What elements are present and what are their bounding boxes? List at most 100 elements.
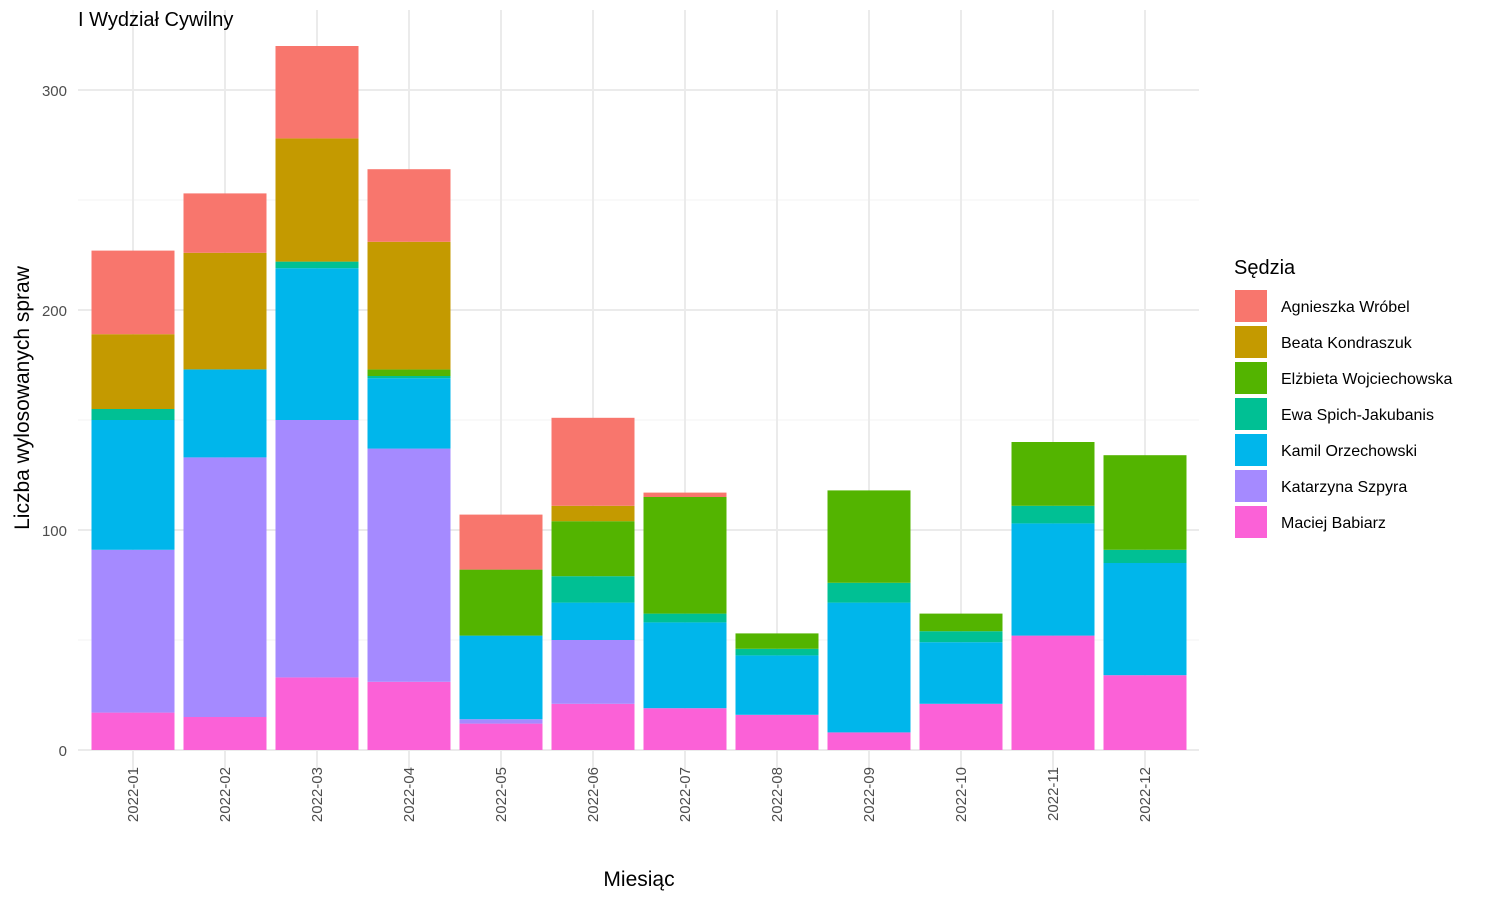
bar-segment <box>183 369 267 458</box>
legend-label: Ewa Spich-Jakubanis <box>1281 407 1434 424</box>
bar-segment <box>919 613 1003 632</box>
x-tick-label: 2022-02 <box>217 767 234 822</box>
bar-segment <box>183 457 267 717</box>
bar-segment <box>643 492 727 497</box>
bar-segment <box>919 642 1003 704</box>
bar-segment <box>827 490 911 583</box>
bar-segment <box>551 576 635 603</box>
legend-label: Agnieszka Wróbel <box>1281 299 1410 316</box>
bar-segment <box>827 602 911 733</box>
bar-segment <box>1011 523 1095 636</box>
legend-swatch <box>1235 326 1267 358</box>
bar-segment <box>367 369 451 376</box>
legend-label: Maciej Babiarz <box>1281 515 1386 532</box>
bar-segment <box>183 717 267 750</box>
bar-segment <box>643 613 727 623</box>
bar-segment <box>827 732 911 750</box>
bar-segment <box>551 602 635 640</box>
legend-items: Agnieszka Wróbel Beata Kondraszuk Elżbieta… <box>1235 290 1452 538</box>
legend-label: Elżbieta Wojciechowska <box>1281 371 1452 388</box>
bar-segment <box>459 635 543 720</box>
bar-segment <box>183 193 267 253</box>
y-axis-title: Liczba wylosowanych spraw <box>11 265 34 530</box>
bar-segment <box>551 417 635 506</box>
legend-swatch <box>1235 470 1267 502</box>
bar-segment <box>91 409 175 420</box>
y-tick-label: 100 <box>42 523 67 540</box>
x-tick-label: 2022-12 <box>1137 767 1154 822</box>
bars <box>91 46 1187 750</box>
bar-segment <box>275 261 359 269</box>
y-axis-ticks: 0 100 200 300 <box>42 83 67 760</box>
bar-segment <box>91 420 175 550</box>
bar-segment <box>1011 635 1095 750</box>
bar-segment <box>459 569 543 636</box>
bar-segment <box>367 241 451 370</box>
bar-segment <box>1011 505 1095 524</box>
y-tick-label: 200 <box>42 303 67 320</box>
y-tick-label: 300 <box>42 83 67 100</box>
bar-segment <box>91 549 175 713</box>
bar-segment <box>735 655 819 715</box>
legend-label: Beata Kondraszuk <box>1281 335 1413 352</box>
x-axis-ticks: 2022-01 2022-02 2022-03 2022-04 2022-05 2022-… <box>125 767 1154 822</box>
x-tick-label: 2022-10 <box>953 767 970 822</box>
bar-segment <box>919 631 1003 643</box>
bar-segment <box>1103 563 1187 676</box>
bar-segment <box>919 703 1003 750</box>
bar-segment <box>1103 455 1187 550</box>
bar-segment <box>1011 442 1095 506</box>
x-tick-label: 2022-09 <box>861 767 878 822</box>
legend-swatch <box>1235 362 1267 394</box>
legend: Sędzia Agnieszka Wróbel Beata Kondraszuk E… <box>1234 257 1452 538</box>
bar-segment <box>643 708 727 750</box>
bar-segment <box>735 714 819 750</box>
bar-segment <box>459 723 543 750</box>
x-tick-label: 2022-03 <box>309 767 326 822</box>
legend-title: Sędzia <box>1234 257 1296 279</box>
bar-segment <box>459 514 543 570</box>
bar-segment <box>551 521 635 577</box>
x-tick-label: 2022-04 <box>401 767 418 822</box>
bar-segment <box>275 677 359 750</box>
bar-segment <box>91 250 175 335</box>
x-axis-title: Miesiąc <box>603 868 674 891</box>
bar-segment <box>735 648 819 656</box>
legend-label: Kamil Orzechowski <box>1281 443 1417 460</box>
x-tick-label: 2022-08 <box>769 767 786 822</box>
bar-segment <box>275 46 359 139</box>
bar-segment <box>367 378 451 449</box>
legend-swatch <box>1235 506 1267 538</box>
x-tick-label: 2022-11 <box>1045 767 1062 821</box>
bar-segment <box>1103 675 1187 750</box>
bar-segment <box>367 448 451 682</box>
legend-label: Katarzyna Szpyra <box>1281 479 1407 496</box>
x-tick-label: 2022-07 <box>677 767 694 822</box>
bar-segment <box>1103 549 1187 563</box>
legend-swatch <box>1235 398 1267 430</box>
bar-segment <box>643 622 727 709</box>
bar-segment <box>551 640 635 704</box>
y-tick-label: 0 <box>59 743 67 760</box>
bar-segment <box>367 169 451 242</box>
bar-segment <box>91 712 175 750</box>
bar-segment <box>459 719 543 724</box>
x-tick-label: 2022-01 <box>125 767 142 822</box>
x-tick-label: 2022-06 <box>585 767 602 822</box>
bar-segment <box>367 681 451 750</box>
x-tick-label: 2022-05 <box>493 767 510 822</box>
bar-segment <box>275 268 359 420</box>
bar-segment <box>275 138 359 262</box>
bar-segment <box>735 633 819 649</box>
legend-swatch <box>1235 290 1267 322</box>
chart-title: I Wydział Cywilny <box>78 9 233 31</box>
bar-segment <box>551 703 635 750</box>
bar-segment <box>275 420 359 678</box>
bar-segment <box>91 334 175 409</box>
bar-segment <box>367 376 451 379</box>
bar-segment <box>551 505 635 522</box>
bar-segment <box>183 252 267 370</box>
bar-segment <box>643 497 727 614</box>
bar-segment <box>827 582 911 603</box>
